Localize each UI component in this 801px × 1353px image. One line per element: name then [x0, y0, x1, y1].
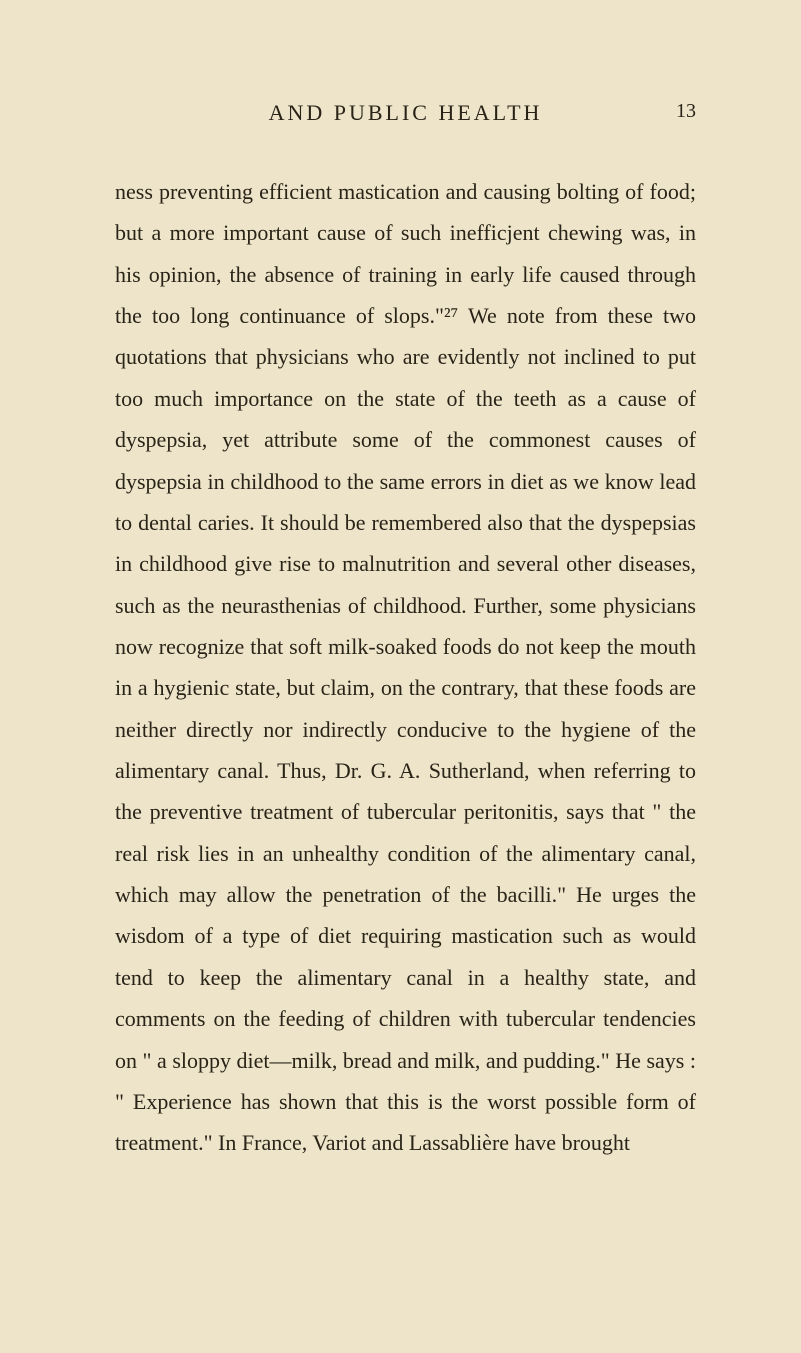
page-number: 13	[676, 100, 696, 123]
running-head: AND PUBLIC HEALTH 13	[115, 100, 696, 126]
running-head-text: AND PUBLIC HEALTH	[269, 100, 543, 125]
body-text: ness preventing efficient mastication an…	[115, 171, 696, 1164]
